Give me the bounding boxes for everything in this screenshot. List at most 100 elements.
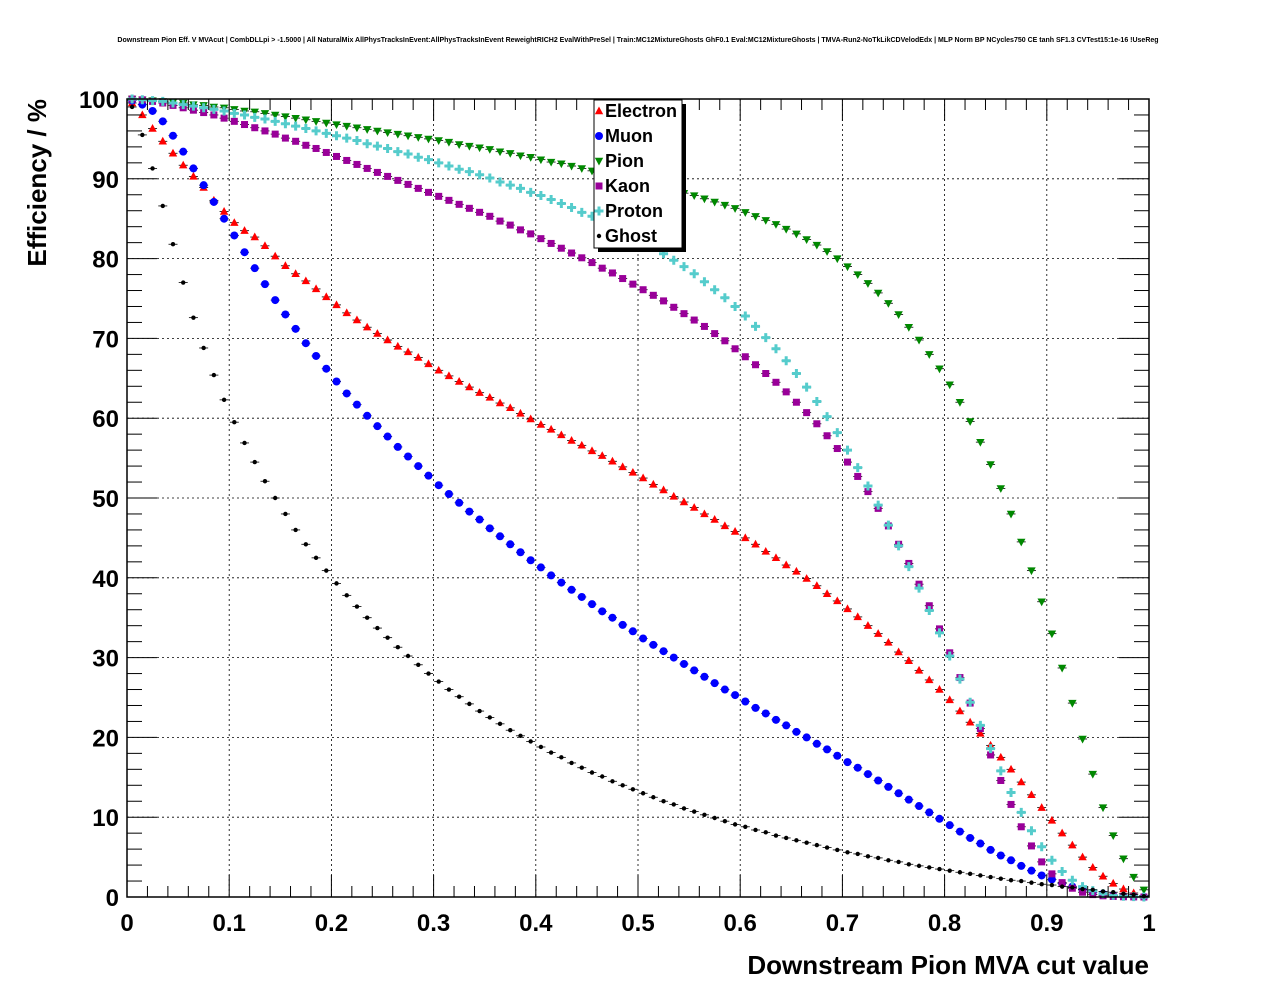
data-point (496, 217, 504, 225)
data-point (373, 168, 381, 176)
x-tick-label: 0.1 (213, 910, 246, 937)
data-point (1038, 858, 1046, 866)
data-point (833, 445, 841, 453)
data-point (741, 353, 749, 361)
data-point (232, 419, 237, 425)
data-point (843, 263, 852, 272)
y-axis-label: Efficiency / % (22, 99, 52, 267)
data-point (383, 432, 392, 441)
data-point (996, 752, 1006, 761)
data-point (332, 121, 341, 130)
data-point (1119, 884, 1128, 893)
data-point (679, 262, 689, 272)
data-point (352, 400, 361, 409)
data-point (189, 171, 198, 180)
data-point (1088, 862, 1097, 871)
data-point (927, 865, 932, 870)
data-point (1088, 770, 1097, 779)
data-point (465, 382, 474, 391)
data-point (342, 308, 351, 317)
data-point (455, 498, 464, 507)
data-point (528, 739, 533, 744)
data-point (1047, 630, 1057, 639)
data-point (334, 581, 339, 586)
data-point (495, 177, 505, 187)
data-point (863, 770, 872, 779)
data-point (332, 300, 341, 309)
data-point (661, 799, 666, 804)
data-point (556, 199, 566, 209)
data-point (976, 839, 985, 848)
data-point (730, 205, 740, 213)
data-point (904, 656, 914, 664)
data-point (934, 628, 944, 638)
legend-marker-kaon (595, 182, 603, 190)
data-point (508, 728, 513, 733)
data-point (383, 129, 392, 138)
data-point (344, 593, 349, 598)
data-point (628, 627, 637, 636)
data-point (362, 126, 372, 134)
data-point (1027, 866, 1036, 875)
data-point (578, 254, 586, 262)
data-point (608, 269, 616, 277)
data-point (659, 485, 668, 494)
data-point (342, 133, 352, 143)
data-point (354, 604, 360, 609)
data-point (996, 485, 1006, 493)
data-point (495, 398, 505, 407)
x-tick-label: 0.5 (621, 910, 654, 937)
data-point (1037, 871, 1046, 880)
data-point (761, 546, 770, 555)
data-point (843, 445, 853, 455)
data-point (863, 621, 873, 629)
data-point (925, 675, 934, 684)
data-point (252, 459, 257, 465)
data-point (791, 369, 801, 379)
data-point (496, 532, 505, 541)
data-point (1098, 871, 1108, 880)
data-point (783, 835, 789, 841)
x-tick-label: 0.6 (724, 910, 757, 937)
data-point (311, 118, 321, 126)
data-point (792, 566, 801, 575)
data-point (935, 814, 944, 823)
data-point (690, 192, 699, 201)
data-point (894, 541, 904, 551)
y-tick-label: 70 (92, 326, 119, 353)
data-point (426, 671, 431, 676)
data-point (782, 388, 790, 396)
data-point (813, 420, 821, 428)
data-point (639, 286, 647, 294)
data-point (342, 389, 351, 398)
data-point (620, 783, 625, 788)
data-point (610, 779, 615, 784)
data-point (1057, 664, 1067, 673)
data-point (659, 249, 669, 259)
data-point (1108, 890, 1118, 900)
data-point (293, 527, 298, 533)
data-point (404, 452, 413, 461)
data-point (803, 409, 811, 417)
data-point (884, 782, 893, 791)
data-point (669, 491, 678, 500)
data-point (291, 324, 300, 333)
data-point (557, 160, 566, 169)
data-point (937, 866, 942, 872)
data-point (823, 745, 832, 754)
data-point (906, 862, 912, 867)
data-point (1037, 842, 1047, 852)
data-point (538, 744, 544, 750)
legend-marker-ghost (596, 233, 602, 239)
data-point (230, 231, 239, 240)
data-point (1047, 855, 1057, 865)
data-point (537, 235, 545, 243)
data-point (1131, 892, 1136, 897)
data-point (853, 271, 862, 280)
data-point (353, 160, 361, 168)
data-point (1026, 826, 1036, 836)
data-point (1080, 886, 1085, 892)
data-point (1007, 856, 1016, 865)
data-point (600, 774, 605, 779)
y-tick-label: 50 (92, 486, 119, 513)
